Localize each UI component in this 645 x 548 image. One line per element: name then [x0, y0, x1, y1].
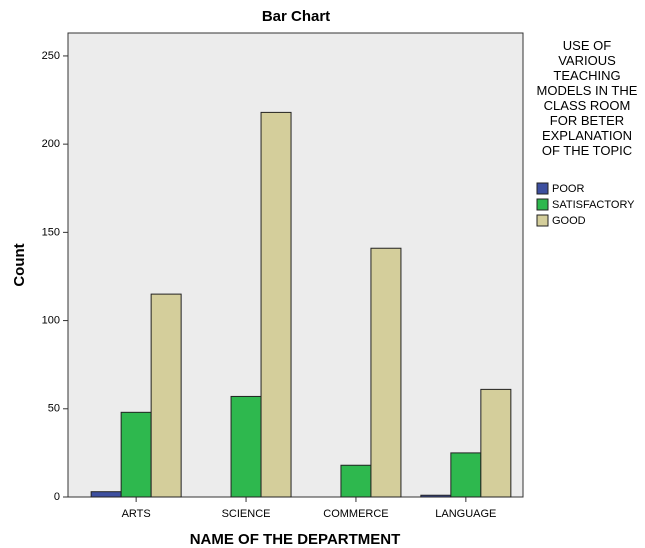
x-tick-label: LANGUAGE — [435, 508, 496, 520]
legend-swatch — [536, 214, 549, 227]
y-tick-label: 100 — [42, 314, 60, 326]
legend-label: POOR — [552, 183, 584, 195]
legend-title: USE OF VARIOUS TEACHING MODELS IN THE CL… — [536, 38, 638, 158]
chart-title: Bar Chart — [262, 8, 330, 25]
bar — [450, 452, 482, 498]
y-axis-title: Count — [11, 243, 28, 286]
x-tick-label: SCIENCE — [222, 508, 271, 520]
bar — [420, 494, 452, 498]
y-tick-label: 0 — [54, 491, 60, 503]
bar — [120, 411, 152, 498]
bar — [230, 395, 262, 498]
legend-swatch — [536, 198, 549, 211]
x-tick-label: ARTS — [122, 508, 151, 520]
y-tick-label: 50 — [48, 403, 60, 415]
y-tick-label: 150 — [42, 226, 60, 238]
y-tick-label: 250 — [42, 50, 60, 62]
x-axis-title: NAME OF THE DEPARTMENT — [190, 531, 401, 548]
bar — [260, 111, 292, 498]
bar — [370, 247, 402, 498]
x-tick-label: COMMERCE — [323, 508, 388, 520]
legend-label: GOOD — [552, 215, 586, 227]
bar — [150, 293, 182, 498]
bar — [480, 388, 512, 498]
y-tick-label: 200 — [42, 138, 60, 150]
bar — [90, 491, 122, 498]
legend-label: SATISFACTORY — [552, 199, 635, 211]
bar — [340, 464, 372, 498]
legend-swatch — [536, 182, 549, 195]
